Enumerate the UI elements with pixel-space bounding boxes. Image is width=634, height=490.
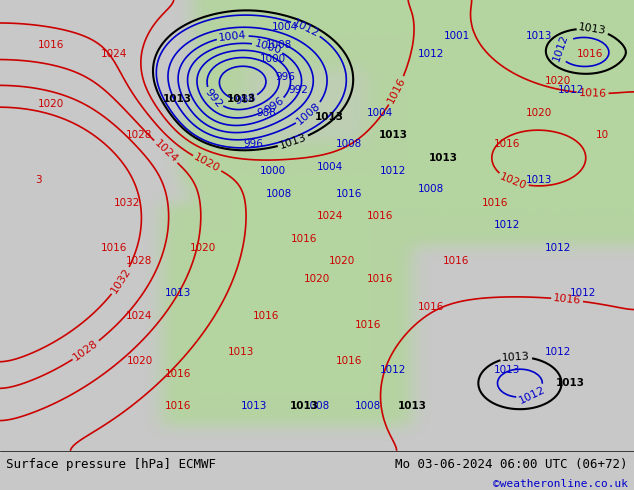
Text: 1016: 1016 — [553, 293, 581, 306]
Text: 1016: 1016 — [481, 198, 508, 208]
Text: 1013: 1013 — [226, 94, 256, 104]
Text: 1024: 1024 — [101, 49, 127, 59]
Text: 1000: 1000 — [253, 38, 283, 56]
Text: 1012: 1012 — [418, 49, 444, 59]
Text: ©weatheronline.co.uk: ©weatheronline.co.uk — [493, 479, 628, 489]
Text: 988: 988 — [256, 108, 276, 118]
Text: 1016: 1016 — [335, 189, 362, 199]
Text: 1020: 1020 — [37, 98, 64, 109]
Text: 1012: 1012 — [380, 365, 406, 375]
Text: 1016: 1016 — [253, 311, 280, 320]
Text: 1020: 1020 — [526, 108, 552, 118]
Text: 1013: 1013 — [378, 130, 408, 140]
Text: 1013: 1013 — [315, 112, 344, 122]
Text: 1028: 1028 — [72, 338, 100, 363]
Text: 1020: 1020 — [192, 152, 222, 174]
Text: 1016: 1016 — [443, 256, 470, 267]
Text: 1024: 1024 — [316, 211, 343, 221]
Text: 992: 992 — [203, 87, 224, 110]
Text: 1016: 1016 — [354, 319, 381, 330]
Text: 1012: 1012 — [570, 288, 597, 298]
Text: 1020: 1020 — [545, 76, 571, 86]
Text: 1016: 1016 — [37, 40, 64, 50]
Text: 1012: 1012 — [545, 243, 571, 253]
Text: 1016: 1016 — [367, 211, 394, 221]
Text: 1016: 1016 — [291, 234, 318, 244]
Text: 10: 10 — [596, 130, 609, 140]
Text: 1013: 1013 — [240, 401, 267, 411]
Text: 1013: 1013 — [163, 94, 192, 104]
Text: 988: 988 — [234, 93, 257, 106]
Text: 1016: 1016 — [386, 76, 408, 105]
Text: 1020: 1020 — [126, 356, 153, 366]
Text: 996: 996 — [243, 139, 264, 149]
Text: 1012: 1012 — [557, 85, 584, 95]
Text: 1012: 1012 — [517, 384, 547, 406]
Text: 1016: 1016 — [576, 49, 603, 59]
Text: 1016: 1016 — [164, 401, 191, 411]
Text: 1008: 1008 — [418, 184, 444, 195]
Text: 1013: 1013 — [494, 365, 521, 375]
Text: 1013: 1013 — [290, 401, 319, 411]
Text: 1016: 1016 — [578, 88, 607, 99]
Text: 1016: 1016 — [101, 243, 127, 253]
Text: Mo 03-06-2024 06:00 UTC (06+72): Mo 03-06-2024 06:00 UTC (06+72) — [395, 458, 628, 471]
Text: 996: 996 — [262, 96, 286, 116]
Text: 1024: 1024 — [152, 139, 179, 165]
Text: 1013: 1013 — [278, 132, 308, 151]
Text: 1020: 1020 — [304, 274, 330, 285]
Text: 1013: 1013 — [429, 153, 458, 163]
Text: 1032: 1032 — [109, 267, 133, 295]
Text: 1008: 1008 — [266, 40, 292, 50]
Text: 1016: 1016 — [164, 369, 191, 379]
Text: 1012: 1012 — [551, 33, 570, 63]
Text: 1012: 1012 — [291, 18, 321, 39]
Text: 1000: 1000 — [259, 53, 286, 64]
Text: Surface pressure [hPa] ECMWF: Surface pressure [hPa] ECMWF — [6, 458, 216, 471]
Text: 1016: 1016 — [494, 139, 521, 149]
Text: 1012: 1012 — [494, 220, 521, 230]
Text: 1024: 1024 — [126, 311, 153, 320]
Text: 1008: 1008 — [335, 139, 362, 149]
Text: 1004: 1004 — [272, 22, 299, 32]
Text: 1013: 1013 — [578, 23, 607, 37]
Text: 1012: 1012 — [380, 166, 406, 176]
Text: 1013: 1013 — [556, 378, 585, 388]
Text: 1032: 1032 — [113, 198, 140, 208]
Text: 1013: 1013 — [526, 31, 552, 41]
Text: 1020: 1020 — [329, 256, 356, 267]
Text: 1016: 1016 — [418, 301, 444, 312]
Text: 992: 992 — [288, 85, 308, 95]
Text: 1013: 1013 — [228, 346, 254, 357]
Text: 1016: 1016 — [367, 274, 394, 285]
Text: 1020: 1020 — [190, 243, 216, 253]
Text: 1013: 1013 — [398, 401, 427, 411]
Text: 1013: 1013 — [526, 175, 552, 185]
Text: 1004: 1004 — [367, 108, 394, 118]
Text: 1008: 1008 — [304, 401, 330, 411]
Text: 1004: 1004 — [316, 162, 343, 172]
Text: 1012: 1012 — [545, 346, 571, 357]
Text: 1000: 1000 — [259, 166, 286, 176]
Text: 1013: 1013 — [164, 288, 191, 298]
Text: 1008: 1008 — [354, 401, 381, 411]
Text: 1008: 1008 — [295, 101, 323, 127]
Text: 1028: 1028 — [126, 130, 153, 140]
Text: 1004: 1004 — [218, 30, 247, 43]
Text: 3: 3 — [35, 175, 41, 185]
Text: 1008: 1008 — [266, 189, 292, 199]
Text: 1001: 1001 — [443, 31, 470, 41]
Text: 996: 996 — [275, 72, 295, 82]
Text: 1016: 1016 — [335, 356, 362, 366]
Text: 1013: 1013 — [502, 351, 531, 363]
Text: 1028: 1028 — [126, 256, 153, 267]
Text: 1020: 1020 — [498, 172, 528, 191]
